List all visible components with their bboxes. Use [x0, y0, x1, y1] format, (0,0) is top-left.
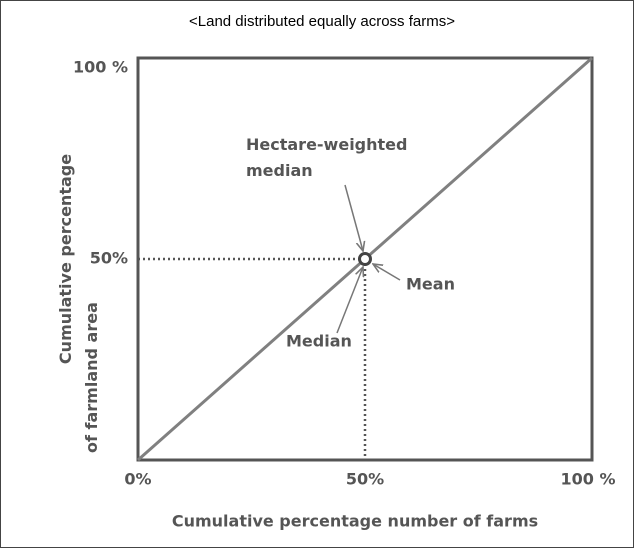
annotation-arrow [344, 184, 363, 251]
annotation: Hectare-weighted median [246, 135, 407, 180]
annotation: Median [286, 332, 352, 351]
x-axis-label: Cumulative percentage number of farms [172, 512, 538, 531]
marker [358, 252, 372, 266]
y-axis-label: Cumulative percentageof farmland area [56, 154, 101, 453]
x-tick-label: 100 % [561, 470, 616, 489]
x-tick-label: 0% [124, 470, 151, 489]
annotation: Mean [406, 275, 455, 294]
chart-title: <Land distributed equally across farms> [189, 13, 455, 30]
annotation-arrow [373, 264, 401, 281]
x-tick-label: 50% [346, 470, 384, 489]
y-tick-label: 100 % [73, 58, 128, 77]
annotation-arrow [336, 267, 363, 334]
y-tick-label: 50% [90, 249, 128, 268]
